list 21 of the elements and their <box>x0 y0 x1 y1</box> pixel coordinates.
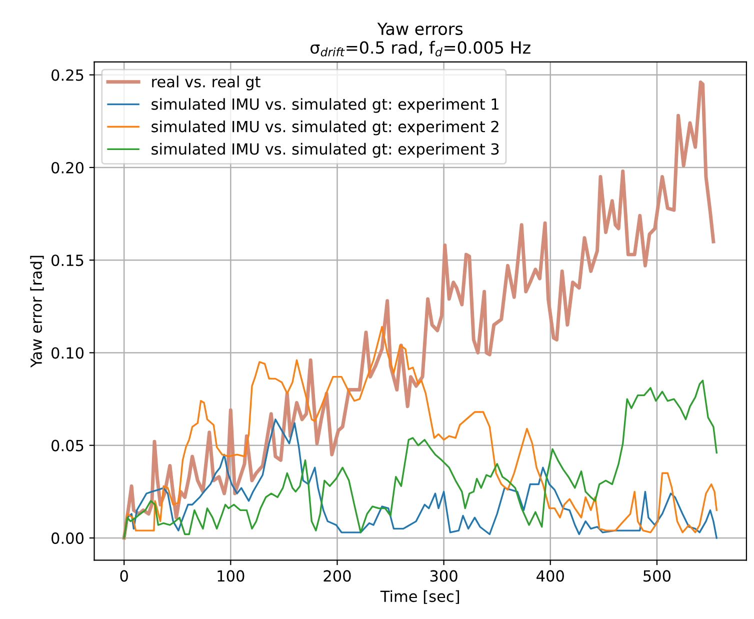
y-tick-label: 0.05 <box>52 440 84 452</box>
y-axis-title: Yaw error [rad] <box>30 256 44 368</box>
line-series <box>123 380 718 539</box>
x-tick-label: 300 <box>430 570 458 582</box>
y-tick-label: 0.00 <box>52 532 84 544</box>
x-tick-label: 100 <box>218 570 244 582</box>
y-tick-label: 0.20 <box>52 162 84 174</box>
x-tick-label: 400 <box>536 570 564 582</box>
x-axis-title: Time [sec] <box>380 590 459 604</box>
chart-title: Yaw errors <box>377 22 463 36</box>
y-tick-label: 0.15 <box>52 254 84 266</box>
x-tick-label: 200 <box>324 570 351 582</box>
x-tick-label: 0 <box>120 570 128 582</box>
y-tick-label: 0.25 <box>52 69 84 81</box>
y-tick-label: 0.10 <box>52 347 84 359</box>
legend-label: real vs. real gt <box>152 76 260 90</box>
legend-label: simulated IMU vs. simulated gt: experiment 2 <box>152 120 498 136</box>
legend-label: simulated IMU vs. simulated gt: experiment 3 <box>152 142 499 158</box>
chart-subtitle: σ$_{drift}$=0.5 rad, f$_{d}$=0.005 Hz <box>310 40 530 56</box>
x-tick-label: 500 <box>644 570 671 582</box>
legend-label: simulated IMU vs. simulated gt: experiment 1 <box>152 98 498 113</box>
